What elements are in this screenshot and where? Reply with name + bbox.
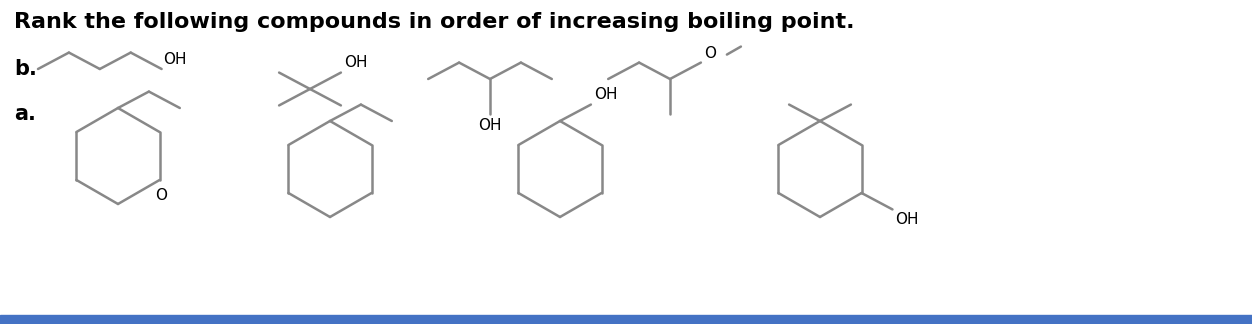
Bar [0, 315, 1252, 324]
Text: OH: OH [593, 87, 617, 101]
Text: OH: OH [478, 118, 502, 133]
Text: OH: OH [895, 213, 919, 227]
Text: O: O [155, 188, 168, 203]
Text: b.: b. [14, 59, 36, 79]
Text: OH: OH [164, 52, 187, 67]
Text: OH: OH [344, 54, 367, 70]
Text: O: O [704, 46, 716, 61]
Text: a.: a. [14, 104, 36, 124]
Text: Rank the following compounds in order of increasing boiling point.: Rank the following compounds in order of… [14, 12, 855, 32]
